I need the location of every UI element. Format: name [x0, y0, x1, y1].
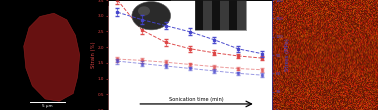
Ellipse shape — [132, 2, 170, 30]
Bar — [212, 0, 220, 30]
Y-axis label: Strain (%): Strain (%) — [91, 42, 96, 68]
Text: 5 μm: 5 μm — [42, 104, 53, 108]
Bar — [237, 0, 246, 30]
Bar — [203, 0, 212, 30]
Bar — [195, 0, 203, 30]
Text: Sonication time (min): Sonication time (min) — [169, 97, 224, 102]
Ellipse shape — [138, 6, 150, 16]
Y-axis label: Stress (MPa): Stress (MPa) — [285, 39, 290, 71]
Polygon shape — [24, 13, 80, 101]
Bar — [220, 0, 229, 30]
Bar — [229, 0, 237, 30]
Bar — [195, 0, 246, 30]
